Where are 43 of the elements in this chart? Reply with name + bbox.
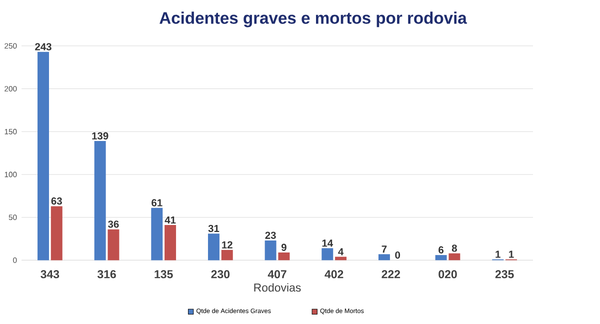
data-label: 6 (438, 246, 444, 254)
data-label: 7 (382, 246, 387, 253)
data-label: 14 (322, 240, 334, 247)
x-tick-label: 020 (438, 270, 457, 278)
bar (448, 253, 460, 260)
bar (38, 52, 49, 260)
bar (164, 224, 176, 260)
data-label: 41 (164, 216, 176, 224)
data-label: 12 (222, 241, 232, 248)
bar (378, 254, 390, 260)
bar (221, 250, 233, 260)
x-tick-label: 407 (268, 270, 286, 278)
x-tick-label: 230 (211, 270, 230, 278)
data-label: 61 (152, 199, 162, 206)
bar (94, 140, 106, 260)
bar (50, 206, 62, 260)
bar (208, 233, 220, 260)
bar (151, 208, 163, 260)
x-tick-label: 343 (40, 270, 60, 278)
data-label: 63 (51, 197, 62, 205)
x-axis-title: Rodovias (254, 283, 301, 292)
x-tick-label: 402 (324, 270, 344, 278)
data-label: 31 (208, 224, 220, 232)
x-tick-label: 135 (154, 270, 173, 278)
x-tick-label: 235 (495, 270, 514, 278)
data-label: 8 (452, 244, 457, 252)
data-label: 1 (509, 250, 514, 258)
bar (264, 240, 276, 260)
bar (278, 252, 290, 260)
data-label: 36 (108, 220, 119, 228)
bar (435, 254, 447, 260)
data-label: 1 (496, 250, 500, 258)
x-tick-label: 316 (97, 270, 116, 278)
bar (322, 248, 334, 260)
data-label: 4 (338, 248, 344, 256)
bar (108, 229, 120, 260)
data-label: 139 (92, 132, 108, 140)
data-label: 0 (395, 251, 400, 259)
x-tick-label: 222 (382, 270, 400, 278)
data-label: 9 (281, 244, 286, 251)
data-label: 23 (265, 232, 276, 239)
chart-title: Acidentes graves e mortos por rodovia (160, 12, 467, 28)
data-label: 243 (35, 43, 52, 50)
